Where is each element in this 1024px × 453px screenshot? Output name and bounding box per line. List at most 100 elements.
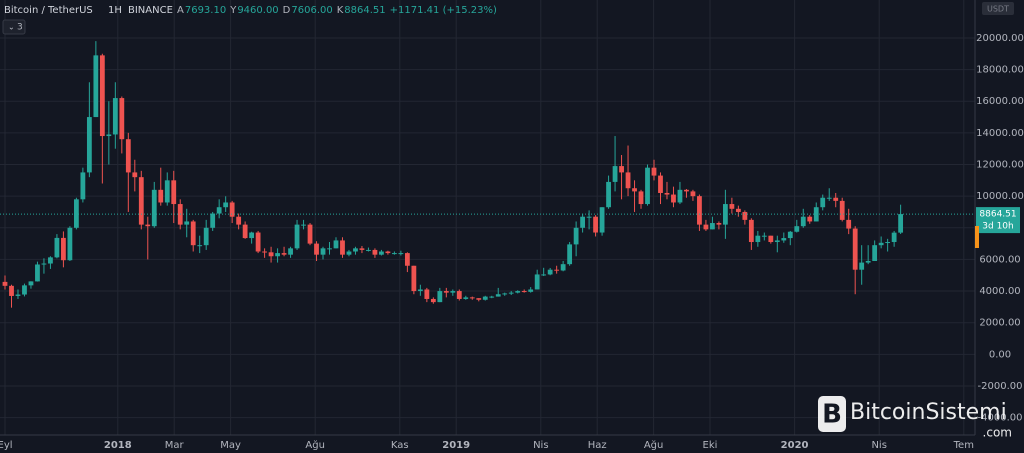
candle-body: [872, 245, 878, 261]
candle-body: [885, 242, 891, 244]
ohlc-value: 8864.51: [344, 5, 385, 16]
candle-body: [502, 293, 508, 295]
candle-body: [807, 216, 813, 222]
candle-body: [216, 207, 222, 214]
candle-body: [528, 289, 534, 292]
candle-body: [664, 192, 670, 195]
candle-body: [800, 216, 806, 227]
y-tick-label: 10000.00: [976, 191, 1024, 202]
candle-body: [748, 219, 754, 243]
candle-body: [508, 292, 514, 294]
indicator-chevron: ⌄: [8, 23, 15, 32]
candle-body: [54, 237, 60, 258]
x-tick-label: 2018: [104, 440, 132, 451]
candle-body: [729, 204, 735, 209]
candle-body: [619, 166, 624, 173]
currency: USDT: [987, 5, 1009, 14]
candle-body: [86, 117, 92, 173]
candle-body: [430, 298, 436, 303]
candle-body: [417, 289, 423, 292]
candle-body: [612, 166, 618, 182]
ohlc-value: 9460.00: [237, 5, 278, 16]
y-tick-label: -2000.00: [978, 381, 1023, 392]
candle-body: [852, 228, 858, 270]
candle-body: [203, 227, 209, 246]
ohlc-key: A: [177, 5, 184, 16]
last-price-label: 8864.51: [979, 210, 1016, 220]
y-tick-label: 18000.00: [976, 65, 1024, 76]
candle-body: [35, 264, 40, 282]
candle-body: [891, 232, 897, 243]
candle-body: [638, 191, 644, 205]
candle-body: [476, 298, 482, 300]
candle-body: [697, 196, 702, 225]
candle-body: [145, 224, 151, 227]
candle-body: [560, 264, 566, 271]
x-tick-label: Ağu: [305, 439, 325, 451]
candle-body: [281, 253, 287, 255]
candle-body: [826, 197, 832, 199]
y-tick-label: 14000.00: [976, 128, 1024, 139]
ohlc-key: K: [337, 5, 344, 16]
candle-body: [606, 181, 611, 208]
x-tick-label: Eyl: [0, 440, 13, 451]
candle-body: [443, 291, 449, 293]
currency-button[interactable]: [982, 2, 1014, 15]
candle-body: [359, 248, 365, 250]
candle-body: [878, 242, 884, 246]
x-tick-label: Eki: [703, 440, 718, 451]
x-tick-label: 2019: [442, 440, 470, 451]
x-tick-label: Tem: [953, 440, 974, 451]
candle-body: [106, 134, 112, 137]
candle-body: [534, 274, 540, 290]
countdown: 3d 10h: [982, 222, 1013, 232]
candle-body: [288, 248, 293, 255]
candle-body: [197, 245, 203, 247]
candle-body: [41, 263, 47, 265]
candle-body: [158, 189, 164, 203]
candle-body: [268, 252, 274, 257]
candle-body: [275, 253, 280, 257]
ohlc-change: +1171.41 (+15.23%): [390, 5, 497, 16]
candle-body: [859, 262, 865, 270]
candle-body: [184, 221, 190, 225]
candle-body: [48, 257, 53, 264]
candle-body: [119, 98, 125, 140]
logo-letter: B: [822, 400, 842, 430]
candle-body: [307, 224, 313, 244]
candle-body: [463, 297, 469, 299]
candle-body: [820, 197, 826, 208]
indicator-bar: [975, 226, 979, 248]
candle-body: [73, 199, 79, 228]
candle-body: [755, 235, 761, 243]
ohlc-value: 7693.10: [185, 5, 226, 16]
y-tick-label: 6000.00: [979, 254, 1020, 265]
y-tick-label: 20000.00: [976, 33, 1024, 44]
candle-body: [625, 172, 631, 189]
candle-body: [645, 167, 650, 205]
candle-body: [67, 227, 73, 261]
candle-body: [353, 248, 358, 252]
candle-body: [599, 207, 605, 233]
candle-body: [716, 223, 722, 225]
candle-body: [839, 200, 845, 220]
candle-body: [580, 216, 586, 228]
candle-body: [787, 231, 793, 239]
candle-body: [547, 269, 553, 275]
candle-body: [366, 249, 371, 251]
candle-body: [411, 265, 417, 292]
indicator-toggle[interactable]: [2, 19, 26, 35]
candle-body: [333, 240, 339, 249]
candle-body: [677, 189, 683, 203]
candle-body: [398, 253, 404, 255]
ohlc-value: 7606.00: [291, 5, 332, 16]
candle-body: [385, 251, 391, 254]
candle-body: [898, 214, 904, 233]
last-price-box: [976, 207, 1020, 234]
y-tick-label: -4000.00: [978, 413, 1023, 424]
candle-body: [774, 240, 780, 243]
candle-body: [703, 224, 709, 230]
